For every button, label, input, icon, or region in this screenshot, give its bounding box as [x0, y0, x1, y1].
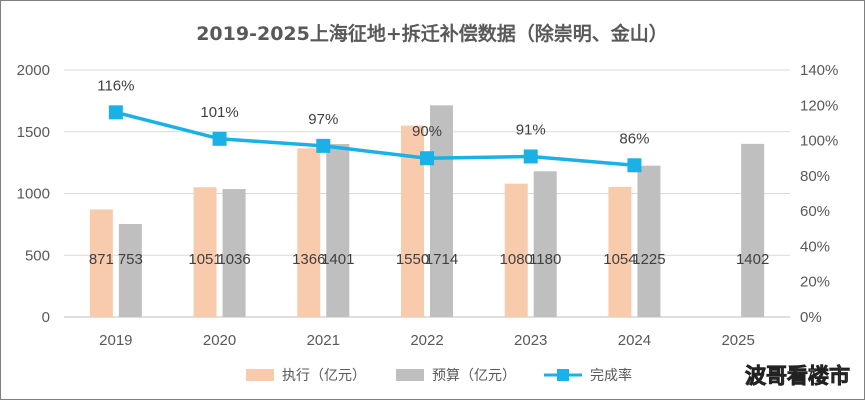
line-marker — [523, 149, 538, 164]
bar-data-label: 1401 — [321, 251, 354, 268]
legend-label: 完成率 — [590, 367, 632, 384]
bar-execution — [297, 148, 321, 317]
line-data-label: 97% — [308, 111, 338, 128]
x-tick-label: 2024 — [618, 332, 651, 349]
line-data-label: 86% — [619, 130, 649, 147]
x-tick-label: 2019 — [99, 332, 132, 349]
bar-data-label: 1051 — [188, 251, 221, 268]
completion-rate-line: 116% 101% 97% 90% 91% 86% — [97, 77, 649, 173]
bar-execution — [608, 186, 632, 317]
y-left-tick-label: 1000 — [17, 186, 50, 203]
line-marker — [108, 105, 123, 120]
line-marker — [627, 158, 642, 173]
x-tick-label: 2021 — [307, 332, 340, 349]
line-data-label: 116% — [97, 77, 134, 94]
y-right-tick-label: 0% — [800, 309, 822, 326]
bar-execution — [193, 187, 217, 317]
bar-budget — [326, 143, 350, 317]
bar-budget — [741, 143, 765, 317]
x-tick-label: 2022 — [410, 332, 443, 349]
line-data-label: 101% — [200, 104, 238, 121]
line-marker — [316, 138, 331, 153]
bar-data-label: 1225 — [632, 251, 665, 268]
y-left-tick-label: 500 — [25, 247, 50, 264]
bar-execution — [504, 183, 528, 317]
line-marker — [212, 131, 227, 146]
legend-swatch — [246, 369, 274, 381]
chart-title: 2019-2025上海征地+拆迁补偿数据（除崇明、金山） — [196, 22, 668, 45]
bar-data-label: 1550 — [396, 251, 429, 268]
y-left-tick-label: 0 — [42, 309, 50, 326]
bar-data-label: 871 — [89, 251, 114, 268]
x-axis: 2019 2020 2021 2022 2023 2024 2025 — [99, 332, 755, 349]
line-marker — [420, 151, 434, 166]
legend-marker — [557, 369, 569, 381]
bar-execution — [401, 125, 424, 317]
x-tick-label: 2025 — [721, 332, 754, 349]
bar-execution — [89, 209, 113, 317]
y-right-tick-label: 20% — [800, 274, 830, 291]
bar-data-label: 1054 — [603, 251, 636, 268]
y-right-tick-label: 40% — [800, 238, 830, 255]
bar-data-label: 1366 — [292, 251, 325, 268]
y-right-tick-label: 140% — [800, 62, 838, 79]
line-path — [115, 110, 635, 168]
x-tick-label: 2020 — [203, 332, 236, 349]
bar-data-label: 1180 — [529, 251, 561, 268]
line-data-label: 90% — [412, 123, 442, 140]
bar-data-label: 1402 — [736, 251, 769, 268]
watermark: 波哥看楼市 — [745, 364, 850, 388]
bar-data-label: 1036 — [217, 251, 250, 268]
y-axis-right: 0% 20% 40% 60% 80% 100% 120% 140% — [800, 62, 838, 326]
bar-budget — [533, 171, 557, 317]
y-left-tick-label: 2000 — [17, 62, 50, 79]
bar-data-label: 753 — [118, 251, 143, 268]
y-right-tick-label: 60% — [800, 203, 830, 220]
legend-label: 预算（亿元） — [432, 368, 516, 384]
x-tick-label: 2023 — [514, 332, 547, 349]
bar-data-label: 1080 — [500, 251, 533, 268]
y-axis-left: 0 500 1000 1500 2000 — [17, 62, 50, 326]
legend-label: 执行（亿元） — [282, 368, 366, 384]
bar-budget — [118, 224, 142, 317]
gridlines — [64, 69, 790, 318]
legend-swatch — [396, 369, 424, 381]
bar-budget — [637, 165, 661, 317]
y-left-tick-label: 1500 — [17, 124, 50, 141]
y-right-tick-label: 120% — [800, 97, 838, 114]
y-right-tick-label: 80% — [800, 168, 830, 185]
line-data-label: 91% — [516, 121, 546, 138]
bar-budget — [222, 189, 246, 317]
bar-data-label: 1714 — [425, 251, 458, 268]
legend: 执行（亿元） 预算（亿元） 完成率 — [246, 367, 632, 384]
y-right-tick-label: 100% — [800, 133, 838, 150]
